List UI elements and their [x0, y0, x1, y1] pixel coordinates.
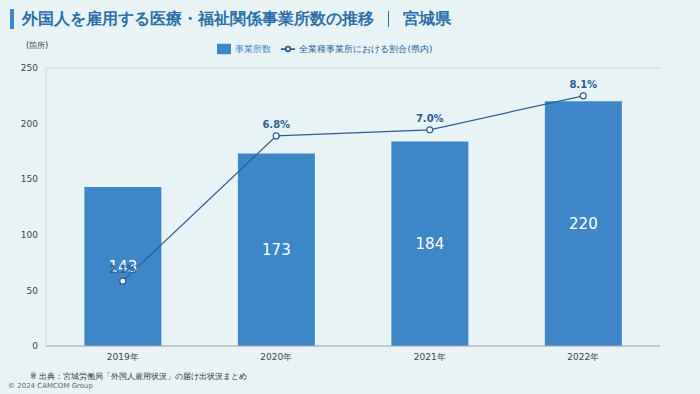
svg-text:2021年: 2021年 — [414, 352, 446, 362]
svg-text:8.1%: 8.1% — [569, 79, 597, 90]
svg-text:184: 184 — [416, 235, 445, 253]
html-text:外国人を雇用する医療・福祉関係事業所数の推移: 外国人を雇用する医療・福祉関係事業所数の推移 — [22, 8, 374, 28]
html-text:事業所数: 事業所数 — [235, 43, 272, 54]
svg-text:50: 50 — [27, 286, 39, 296]
svg-text:2.1%: 2.1% — [109, 264, 137, 275]
svg-text:150: 150 — [21, 174, 38, 184]
html-text:宮城県: 宮城県 — [403, 8, 451, 28]
svg-text:100: 100 — [21, 230, 38, 240]
html-text:© 2024 CAMCOM Group: © 2024 CAMCOM Group — [8, 382, 93, 390]
svg-text:6.8%: 6.8% — [262, 119, 290, 130]
svg-text:250: 250 — [21, 63, 38, 73]
html-text:全業種事業所における割合(県内): 全業種事業所における割合(県内) — [299, 43, 433, 54]
svg-text:7.0%: 7.0% — [416, 113, 444, 124]
svg-text:200: 200 — [21, 119, 38, 129]
svg-text:2022年: 2022年 — [567, 352, 599, 362]
svg-text:220: 220 — [569, 215, 598, 233]
html-text:(箇所): (箇所) — [26, 41, 49, 50]
svg-text:0: 0 — [32, 341, 38, 351]
svg-text:173: 173 — [262, 241, 291, 259]
svg-text:143: 143 — [109, 258, 138, 276]
html-text:※ 出典：宮城労働局「外国人雇用状況」の届け出状況まとめ: ※ 出典：宮城労働局「外国人雇用状況」の届け出状況まとめ — [30, 372, 248, 381]
svg-text:2020年: 2020年 — [260, 352, 292, 362]
svg-text:2019年: 2019年 — [107, 352, 139, 362]
